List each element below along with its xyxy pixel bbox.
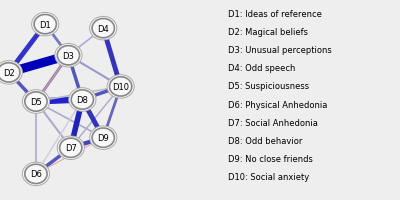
Circle shape [25,92,47,112]
Circle shape [107,75,134,99]
Circle shape [60,138,82,158]
Text: D1: Ideas of reference: D1: Ideas of reference [228,10,321,19]
Circle shape [0,61,22,85]
Circle shape [22,90,50,114]
Text: D6: Physical Anhedonia: D6: Physical Anhedonia [228,100,327,109]
Text: D3: Unusual perceptions: D3: Unusual perceptions [228,46,331,55]
Circle shape [55,44,82,68]
Circle shape [34,15,56,35]
Text: D1: D1 [39,21,51,29]
Circle shape [110,77,132,97]
Text: D5: D5 [30,98,42,106]
Text: D10: D10 [112,83,129,91]
Circle shape [25,164,47,184]
Circle shape [57,46,80,66]
Text: D7: D7 [65,144,77,152]
Circle shape [69,88,96,112]
Text: D7: Social Anhedonia: D7: Social Anhedonia [228,118,317,127]
Circle shape [57,136,84,160]
Circle shape [92,19,114,39]
Text: D9: No close friends: D9: No close friends [228,154,312,163]
Circle shape [22,162,50,186]
Text: D2: D2 [3,69,15,77]
Text: D8: Odd behavior: D8: Odd behavior [228,136,302,145]
Text: D2: Magical beliefs: D2: Magical beliefs [228,28,308,37]
Circle shape [92,128,114,148]
Text: D5: Suspiciousness: D5: Suspiciousness [228,82,309,91]
Text: D4: D4 [97,25,109,33]
Text: D6: D6 [30,170,42,178]
Text: D3: D3 [62,52,74,60]
Circle shape [90,126,117,150]
Circle shape [90,17,117,41]
Text: D4: Odd speech: D4: Odd speech [228,64,295,73]
Text: D9: D9 [97,134,109,142]
Circle shape [32,13,59,37]
Text: D8: D8 [76,96,88,104]
Circle shape [71,90,94,110]
Text: D10: Social anxiety: D10: Social anxiety [228,172,309,181]
Circle shape [0,63,20,83]
